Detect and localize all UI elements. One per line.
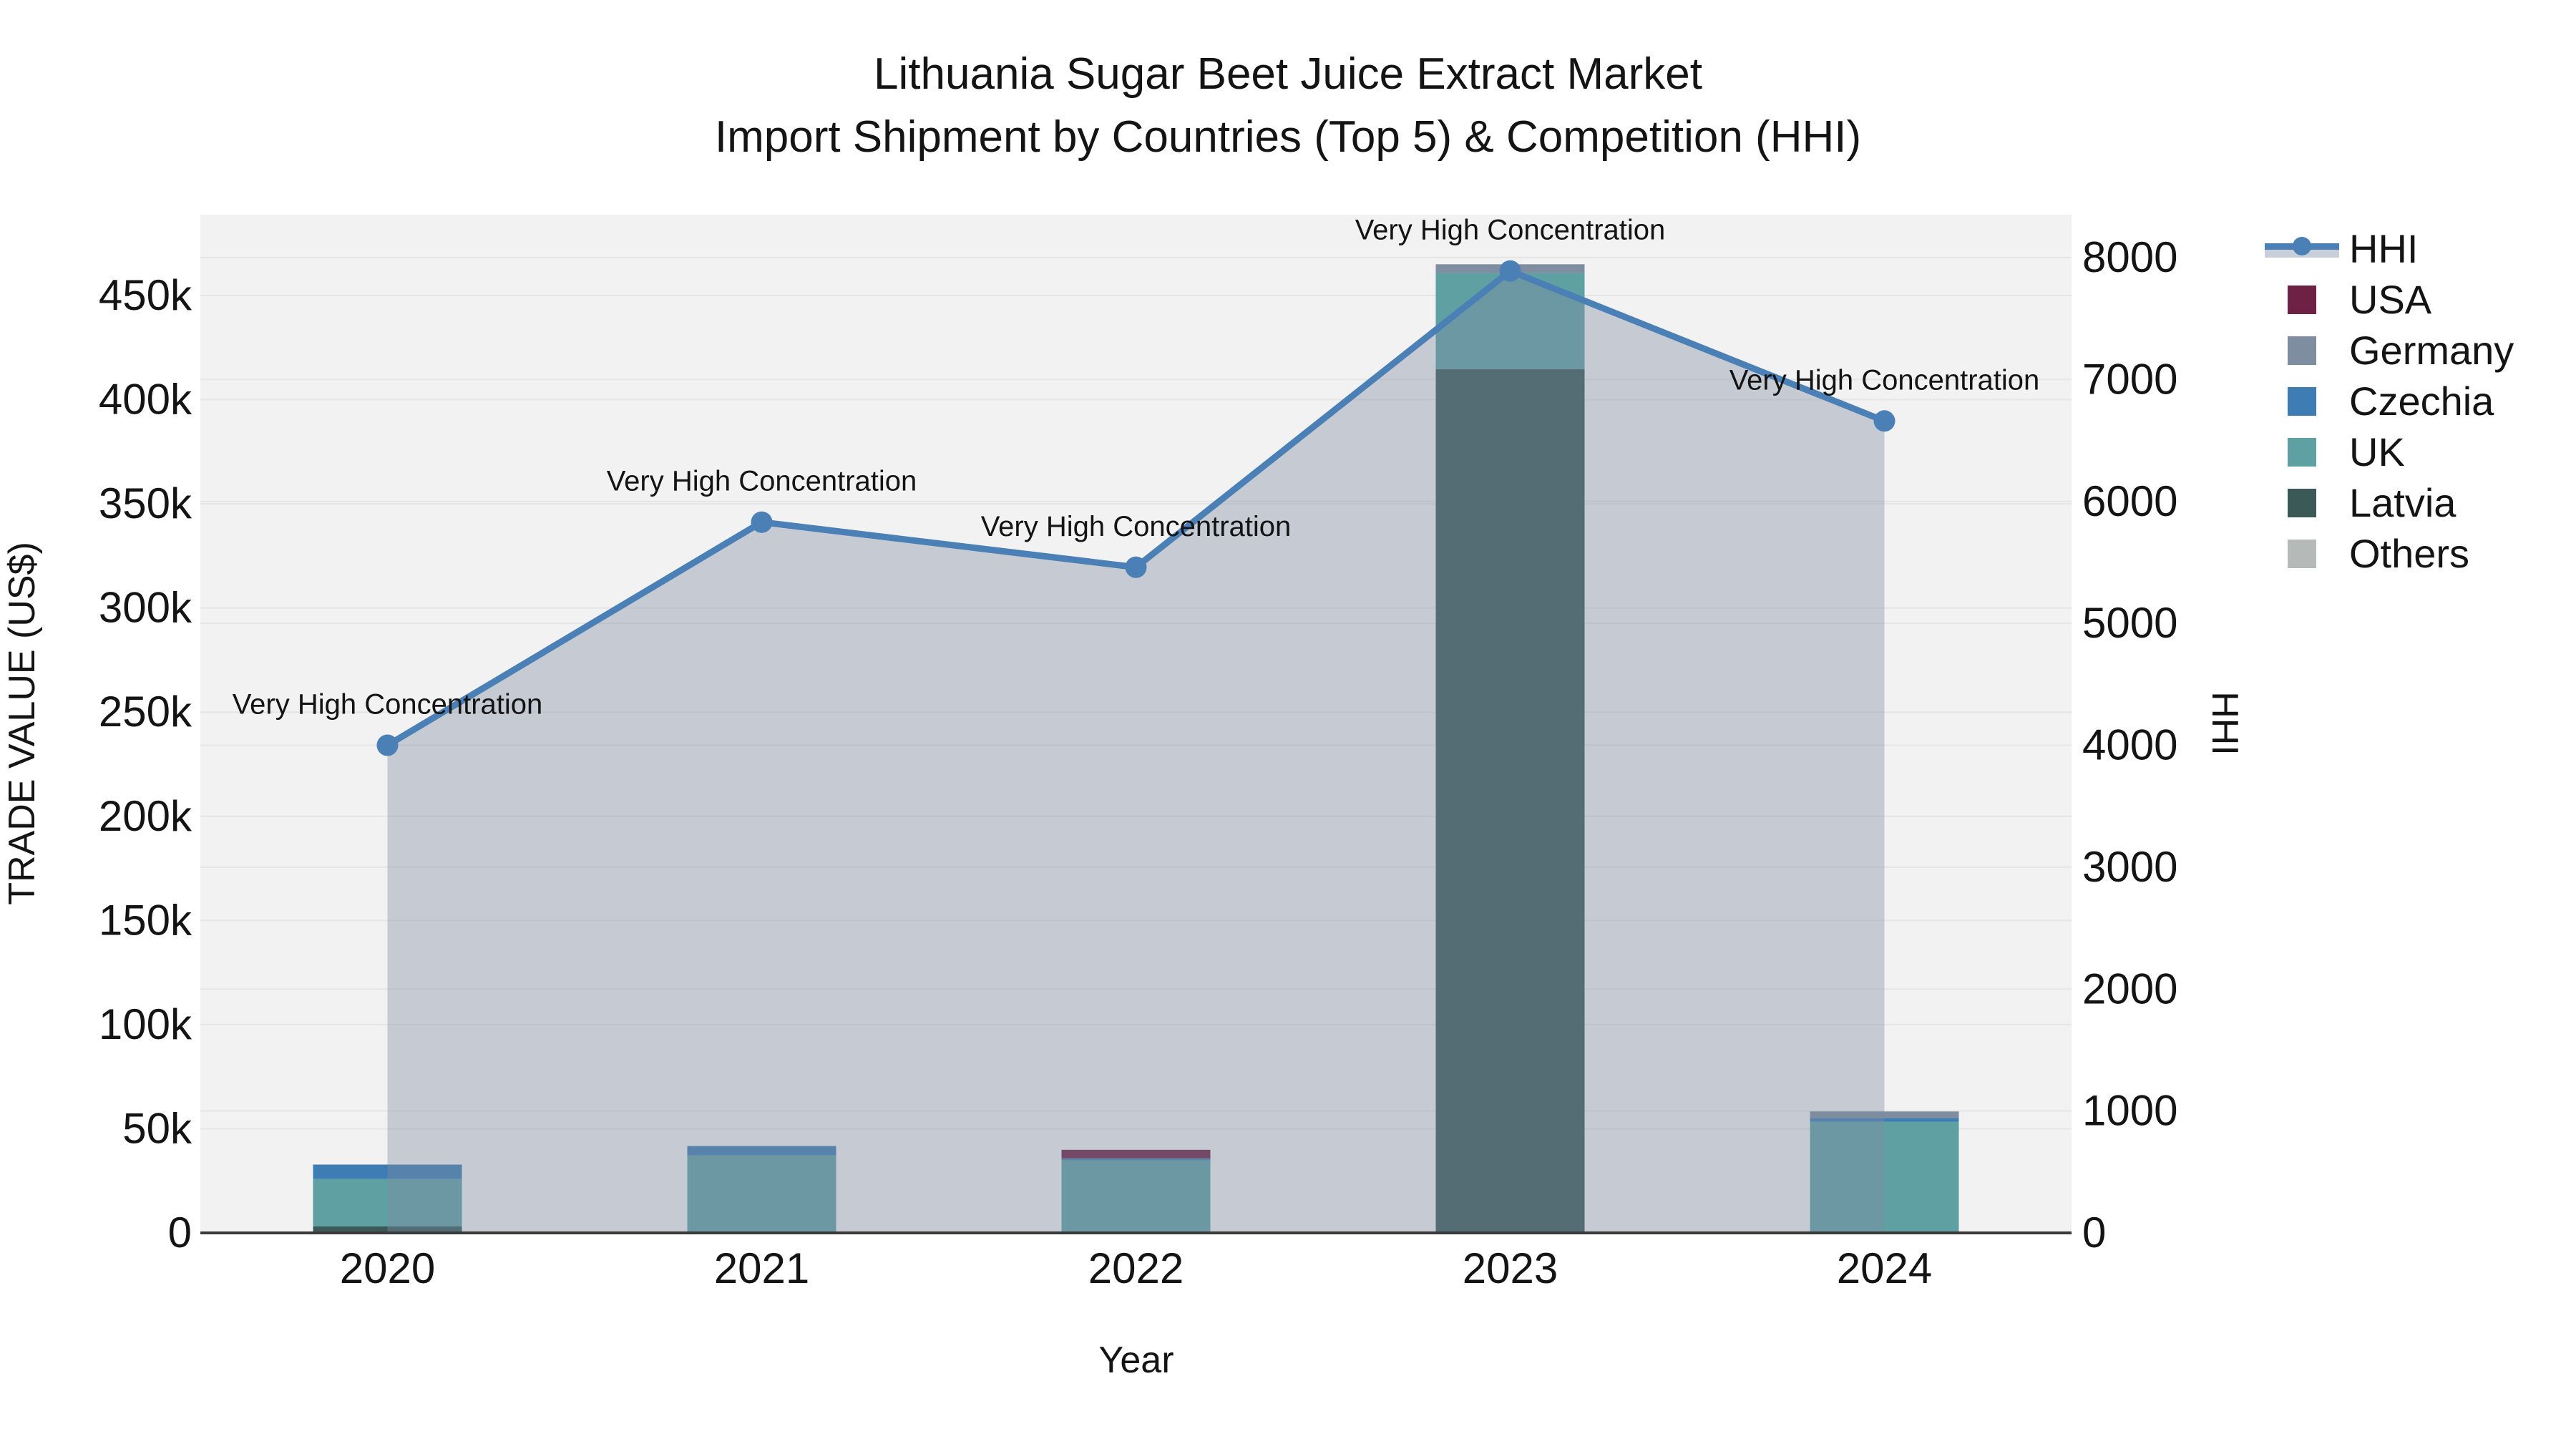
bar-segment-uk-2020[interactable] (313, 1179, 462, 1226)
stacked-bars (313, 264, 1959, 1233)
y-right-axis-title: HHI (2204, 691, 2245, 756)
legend-label: Germany (2349, 328, 2514, 373)
y-right-tick-5000: 5000 (2082, 599, 2177, 647)
y-right-tick-2000: 2000 (2082, 965, 2177, 1013)
legend-swatch-others (2288, 539, 2316, 568)
legend-swatch-latvia (2288, 488, 2316, 517)
x-tick-2021: 2021 (714, 1244, 809, 1292)
bar-segment-czechia-2022[interactable] (1061, 1158, 1211, 1161)
y-left-tick-400k: 400k (99, 376, 192, 424)
annotation-2022: Very High Concentration (981, 511, 1292, 542)
legend-item-others[interactable]: Others (2265, 528, 2514, 579)
bar-segment-uk-2021[interactable] (687, 1155, 836, 1233)
bar-segment-usa-2022[interactable] (1061, 1149, 1211, 1158)
annotation-2023: Very High Concentration (1355, 215, 1666, 246)
x-tick-2020: 2020 (340, 1244, 435, 1292)
hhi-line-icon (2265, 236, 2339, 262)
hhi-marker-2023[interactable] (1499, 260, 1521, 282)
y-left-axis-title: TRADE VALUE (US$) (1, 542, 43, 905)
bar-segment-czechia-2024[interactable] (1810, 1118, 1959, 1122)
legend-item-latvia[interactable]: Latvia (2265, 477, 2514, 528)
bar-segment-uk-2022[interactable] (1061, 1160, 1211, 1233)
legend-item-germany[interactable]: Germany (2265, 325, 2514, 376)
legend-swatch-czechia (2288, 386, 2316, 416)
legend-item-usa[interactable]: USA (2265, 274, 2514, 325)
gridlines (200, 257, 2072, 1130)
y-right-tick-3000: 3000 (2082, 843, 2177, 891)
chart-title-block: Lithuania Sugar Beet Juice Extract Marke… (0, 43, 2576, 169)
x-axis-title: Year (1098, 1340, 1174, 1381)
annotation-2024: Very High Concentration (1729, 364, 2040, 396)
legend-swatch-icon (2265, 386, 2339, 416)
legend-swatch-icon (2265, 437, 2339, 467)
legend: HHI USA Germany Czechia UK Latvia Others (2265, 223, 2514, 579)
hhi-marker-2022[interactable] (1125, 556, 1147, 578)
x-tick-2024: 2024 (1837, 1244, 1932, 1292)
bar-segment-germany-2024[interactable] (1810, 1111, 1959, 1118)
legend-label: HHI (2349, 226, 2419, 271)
bar-segment-latvia-2023[interactable] (1435, 369, 1585, 1233)
hhi-area-fill (387, 270, 1885, 1234)
plot-background (200, 215, 2072, 1233)
bar-segment-uk-2024[interactable] (1810, 1121, 1959, 1233)
legend-swatch-icon (2265, 336, 2339, 365)
legend-item-uk[interactable]: UK (2265, 426, 2514, 477)
y-left-tick-0: 0 (168, 1209, 192, 1257)
annotations: Very High Concentration Very High Concent… (233, 215, 2040, 721)
hhi-marker-2021[interactable] (751, 511, 773, 533)
y-left-tick-100k: 100k (99, 1000, 192, 1048)
y-right-tick-0: 0 (2082, 1209, 2106, 1257)
y-left-tick-300k: 300k (99, 584, 192, 632)
hhi-line-legend-icon (2265, 236, 2339, 262)
hhi-marker-2024[interactable] (1873, 410, 1896, 432)
legend-swatch-icon (2265, 488, 2339, 517)
y-right-tick-8000: 8000 (2082, 233, 2177, 281)
annotation-2020: Very High Concentration (233, 689, 543, 721)
legend-swatch-uk (2288, 437, 2316, 467)
legend-label: Others (2349, 531, 2470, 576)
legend-swatch-usa (2288, 285, 2316, 314)
hhi-area-polygon (387, 270, 1885, 1234)
legend-swatch-icon (2265, 539, 2339, 568)
legend-item-czechia[interactable]: Czechia (2265, 376, 2514, 426)
chart-title: Lithuania Sugar Beet Juice Extract Marke… (874, 49, 1702, 99)
axis-tick-labels: 0 50k 100k 150k 200k 250k 300k 350k 400k 450k 0 100… (99, 233, 2178, 1292)
legend-swatch-icon (2265, 285, 2339, 314)
legend-label: Latvia (2349, 480, 2457, 525)
legend-label: USA (2349, 277, 2432, 322)
y-right-tick-7000: 7000 (2082, 355, 2177, 403)
y-left-tick-50k: 50k (122, 1104, 192, 1152)
y-right-tick-1000: 1000 (2082, 1087, 2177, 1135)
y-left-tick-150k: 150k (99, 896, 192, 944)
annotation-2021: Very High Concentration (607, 466, 917, 497)
x-tick-2023: 2023 (1463, 1244, 1558, 1292)
bar-segment-czechia-2021[interactable] (687, 1146, 836, 1156)
y-left-tick-250k: 250k (99, 688, 192, 736)
y-left-tick-350k: 350k (99, 479, 192, 527)
x-tick-2022: 2022 (1088, 1244, 1184, 1292)
legend-swatch-germany (2288, 336, 2316, 365)
legend-item-hhi[interactable]: HHI (2265, 223, 2514, 274)
y-right-tick-6000: 6000 (2082, 477, 2177, 525)
y-left-tick-450k: 450k (99, 271, 192, 319)
y-left-tick-200k: 200k (99, 792, 192, 840)
y-right-tick-4000: 4000 (2082, 721, 2177, 769)
bar-segment-czechia-2020[interactable] (313, 1164, 462, 1179)
hhi-marker-2020[interactable] (376, 734, 399, 756)
bar-segment-latvia-2020[interactable] (313, 1226, 462, 1233)
hhi-line-series (376, 260, 1896, 756)
legend-label: UK (2349, 429, 2405, 474)
chart-subtitle: Import Shipment by Countries (Top 5) & C… (714, 112, 1862, 162)
legend-label: Czechia (2349, 379, 2494, 424)
